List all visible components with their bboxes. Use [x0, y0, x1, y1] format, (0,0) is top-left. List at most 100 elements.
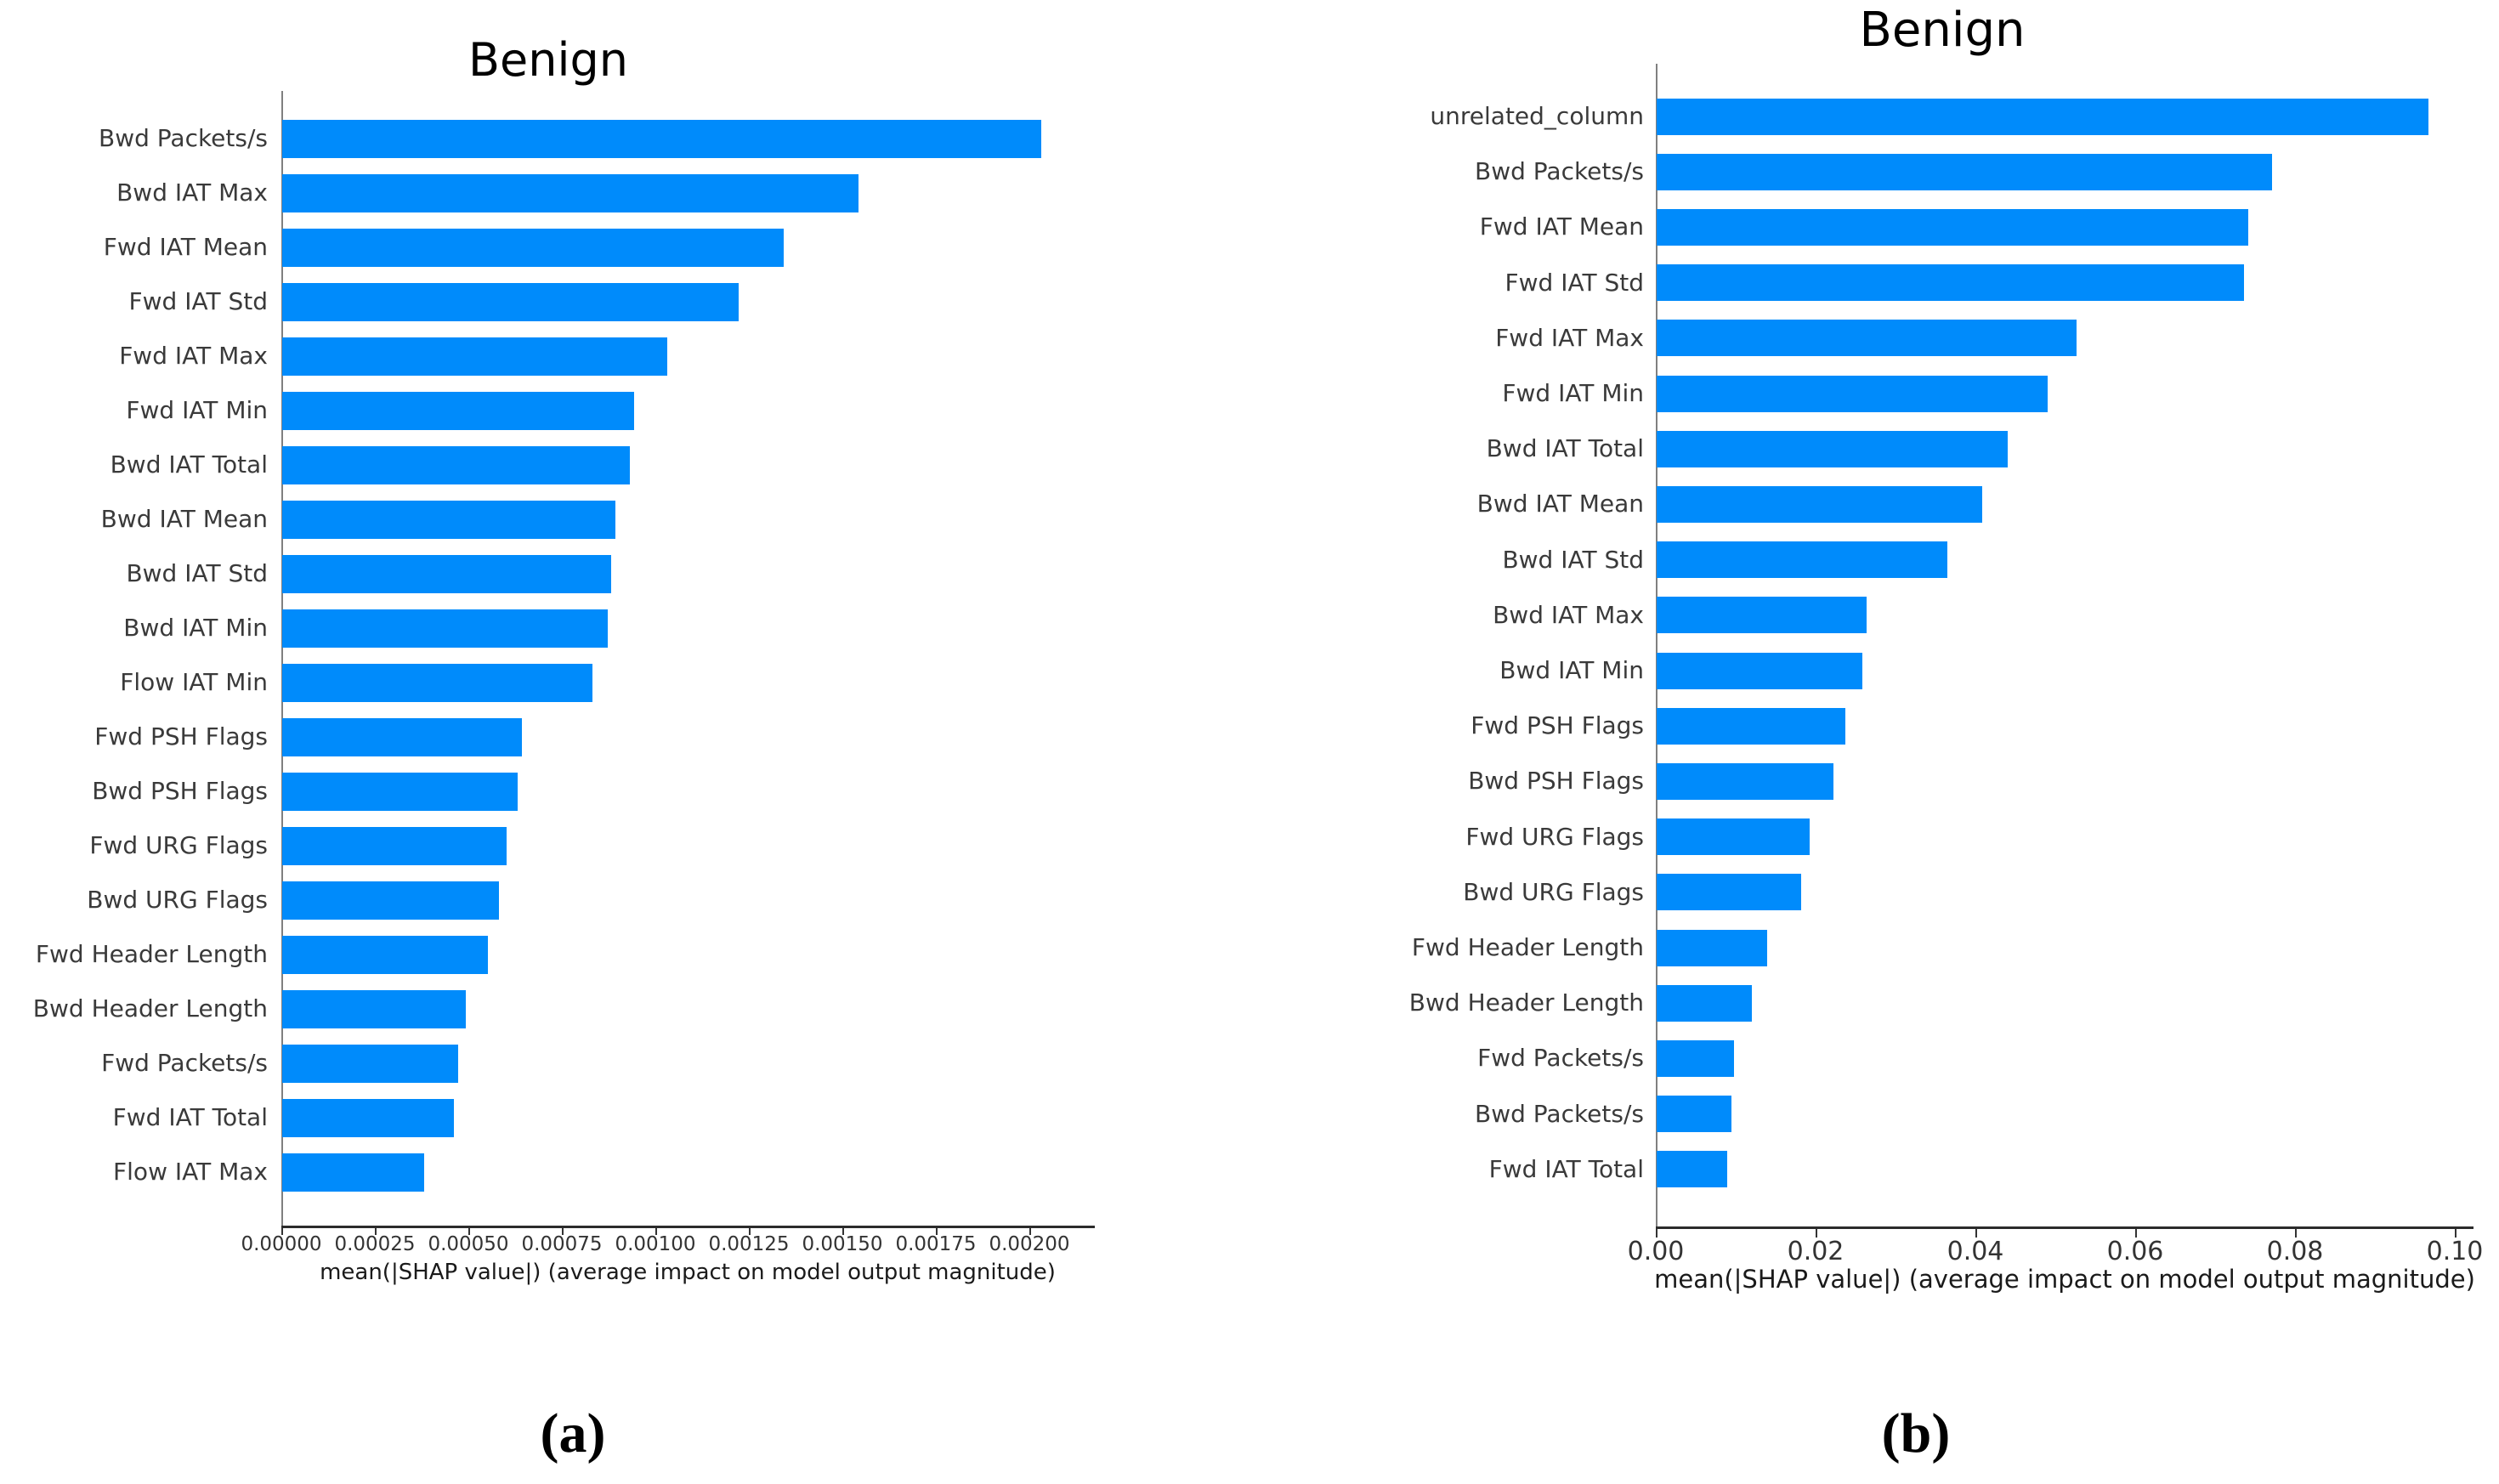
category-label: Flow IAT Max — [113, 1158, 268, 1186]
category-label: Bwd Header Length — [1408, 988, 1644, 1017]
category-label: Bwd IAT Total — [110, 450, 268, 479]
x-axis-tick-label: 0.00075 — [521, 1233, 603, 1255]
y-axis-spine — [281, 91, 283, 1226]
category-label: Fwd URG Flags — [1465, 822, 1644, 851]
category-label: Fwd Packets/s — [101, 1049, 268, 1077]
bar — [282, 989, 466, 1028]
bar — [282, 119, 1041, 158]
bar — [282, 228, 784, 267]
bar — [282, 282, 739, 321]
category-label: Fwd IAT Mean — [103, 233, 268, 261]
x-axis-tick-label: 0.10 — [2426, 1237, 2484, 1266]
category-label: Bwd IAT Total — [1486, 434, 1644, 463]
x-axis-tick-label: 0.08 — [2266, 1237, 2324, 1266]
category-label: Bwd PSH Flags — [1468, 767, 1644, 796]
chart-title-a: Benign — [468, 33, 628, 87]
x-axis-tick-label: 0.00125 — [708, 1233, 790, 1255]
bar — [1657, 430, 2008, 467]
bar — [1657, 1039, 1734, 1077]
category-label: Flow IAT Min — [120, 668, 268, 696]
x-axis-tick-label: 0.00100 — [615, 1233, 696, 1255]
bar — [282, 173, 858, 212]
bar — [282, 609, 608, 648]
category-label: Bwd IAT Min — [1499, 656, 1644, 684]
bar — [1657, 818, 1810, 856]
bar — [1657, 541, 1947, 579]
x-axis-tick — [749, 1228, 751, 1235]
category-label: Bwd Packets/s — [1475, 1099, 1644, 1128]
x-axis-tick-label: 0.00000 — [241, 1233, 322, 1255]
y-axis-spine — [1656, 64, 1658, 1226]
bar — [1657, 98, 2428, 135]
category-label: unrelated_column — [1430, 102, 1644, 130]
bar — [1657, 485, 1982, 523]
category-label: Fwd Packets/s — [1477, 1044, 1644, 1073]
category-label: Bwd IAT Min — [123, 614, 268, 642]
chart-title-b: Benign — [1859, 3, 2026, 58]
category-label: Fwd IAT Std — [1504, 268, 1644, 297]
bar — [1657, 320, 2077, 357]
bar — [1657, 208, 2248, 246]
panel-caption-a: (a) — [540, 1402, 606, 1464]
category-label: Bwd IAT Mean — [100, 505, 268, 533]
category-label: Bwd IAT Std — [1502, 545, 1644, 574]
bar — [282, 500, 615, 539]
bar — [1657, 597, 1867, 634]
x-axis-tick — [1975, 1229, 1977, 1238]
panel-caption-b: (b) — [1881, 1402, 1951, 1464]
bar — [282, 1153, 424, 1192]
x-axis-tick-label: 0.00200 — [989, 1233, 1070, 1255]
x-axis-tick — [2455, 1229, 2456, 1238]
bar — [1657, 153, 2272, 190]
bar — [1657, 707, 1845, 745]
category-label: Bwd Packets/s — [1475, 157, 1644, 186]
category-label: Fwd URG Flags — [89, 831, 268, 859]
x-axis-tick — [562, 1228, 564, 1235]
bar — [1657, 1096, 1731, 1133]
category-label: Fwd IAT Min — [1502, 379, 1644, 407]
category-label: Fwd IAT Total — [112, 1103, 268, 1131]
x-axis-tick — [936, 1228, 938, 1235]
bar — [282, 391, 634, 430]
category-label: Fwd Header Length — [1411, 933, 1644, 961]
x-axis-tick — [375, 1228, 377, 1235]
x-axis-tick — [1816, 1229, 1817, 1238]
x-axis-tick — [1656, 1229, 1658, 1238]
bar — [282, 772, 518, 811]
category-label: Bwd IAT Mean — [1476, 490, 1644, 518]
bar — [1657, 264, 2244, 302]
bar — [282, 935, 488, 974]
bar — [1657, 652, 1862, 689]
bar — [1657, 375, 2048, 412]
category-label: Fwd Header Length — [35, 940, 268, 968]
bar — [282, 663, 592, 702]
bar — [282, 881, 499, 920]
x-axis-tick — [2135, 1229, 2137, 1238]
category-label: Bwd IAT Max — [116, 178, 268, 207]
category-label: Fwd IAT Total — [1488, 1154, 1644, 1183]
category-label: Bwd URG Flags — [87, 886, 268, 914]
bar — [1657, 929, 1767, 966]
category-label: Fwd PSH Flags — [94, 722, 268, 750]
x-axis-tick-label: 0.00050 — [428, 1233, 509, 1255]
x-axis-tick-label: 0.00175 — [895, 1233, 977, 1255]
x-axis-tick-label: 0.04 — [1946, 1237, 2004, 1266]
category-label: Bwd Packets/s — [99, 124, 268, 152]
x-axis-tick — [2295, 1229, 2297, 1238]
x-axis-tick — [655, 1228, 657, 1235]
x-axis-tick-label: 0.00150 — [802, 1233, 883, 1255]
category-label: Bwd Header Length — [32, 994, 268, 1022]
x-axis-tick — [842, 1228, 844, 1235]
x-axis-tick-label: 0.00025 — [334, 1233, 416, 1255]
x-axis-tick — [468, 1228, 470, 1235]
bar — [282, 337, 667, 376]
category-label: Fwd IAT Max — [1495, 323, 1644, 352]
bar — [282, 826, 507, 865]
x-axis-line — [1656, 1226, 2474, 1229]
category-label: Fwd PSH Flags — [1470, 711, 1644, 740]
x-axis-tick-label: 0.00 — [1627, 1237, 1685, 1266]
bar — [282, 445, 630, 484]
category-label: Fwd IAT Max — [119, 342, 268, 370]
category-label: Fwd IAT Mean — [1479, 212, 1644, 241]
